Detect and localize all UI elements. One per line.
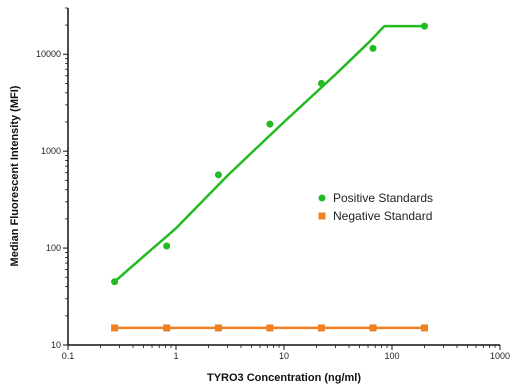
data-point-positive	[266, 120, 274, 128]
x-tick-label: 1	[173, 351, 178, 361]
series-layer	[111, 22, 429, 332]
legend-label-negative: Negative Standard	[333, 209, 432, 223]
y-tick-label: 10	[51, 340, 61, 350]
data-point-positive	[111, 278, 119, 286]
x-ticks: 0.1 1 10 100 1000	[62, 345, 510, 361]
legend: Positive Standards Negative Standard	[318, 191, 433, 223]
data-point-negative	[421, 324, 429, 332]
data-point-positive	[214, 171, 222, 179]
data-point-positive	[369, 44, 377, 52]
legend-label-positive: Positive Standards	[333, 191, 433, 205]
fit-line-positive	[113, 24, 426, 283]
y-tick-label: 10000	[36, 49, 61, 59]
legend-marker-negative	[318, 212, 326, 220]
y-tick-label: 1000	[41, 146, 61, 156]
y-axis-title: Median Fluorescent Intensity (MFI)	[9, 85, 21, 266]
data-point-negative	[317, 324, 325, 332]
data-point-negative	[266, 324, 274, 332]
x-tick-label: 0.1	[62, 351, 75, 361]
x-tick-label: 1000	[490, 351, 510, 361]
data-point-negative	[214, 324, 222, 332]
data-point-positive	[317, 79, 325, 87]
data-point-negative	[163, 324, 171, 332]
x-axis-title: TYRO3 Concentration (ng/ml)	[207, 372, 361, 384]
x-tick-label: 10	[279, 351, 289, 361]
data-point-positive	[421, 22, 429, 30]
y-ticks: 10 100 1000 10000	[36, 7, 68, 350]
data-point-negative	[111, 324, 119, 332]
data-point-negative	[369, 324, 377, 332]
x-tick-label: 100	[384, 351, 399, 361]
y-tick-label: 100	[46, 243, 61, 253]
data-point-positive	[163, 242, 171, 250]
legend-marker-positive	[318, 194, 326, 202]
